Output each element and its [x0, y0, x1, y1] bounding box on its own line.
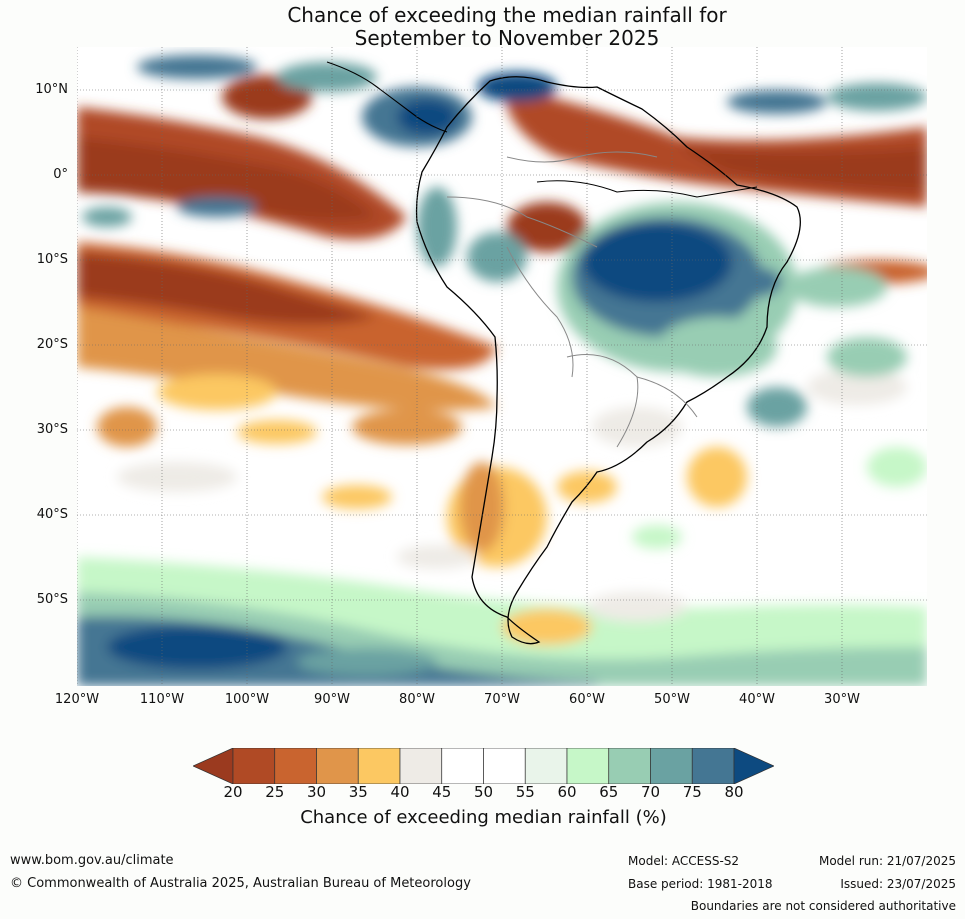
gridlines [77, 47, 927, 686]
colorbar-cell [232, 748, 276, 784]
copyright-text: © Commonwealth of Australia 2025, Austra… [10, 876, 471, 891]
colorbar-tick-label: 50 [473, 783, 494, 801]
colorbar-tick-label: 40 [390, 783, 410, 801]
colorbar-cell [566, 748, 610, 784]
lat-label-30s: 30°S [36, 422, 68, 437]
base-period-text: Base period: 1981-2018 [628, 877, 773, 891]
colorbar-tick-label: 70 [640, 783, 661, 801]
rainfall-probability-map [77, 47, 927, 686]
colorbar-cells [193, 748, 774, 784]
colorbar-cell [691, 748, 735, 784]
lat-label-10s: 10°S [36, 252, 68, 267]
lon-label-60w: 60°W [569, 692, 605, 707]
colorbar-tick-label: 45 [432, 783, 452, 801]
issued-text: Issued: 23/07/2025 [840, 877, 956, 891]
lon-label-40w: 40°W [739, 692, 775, 707]
model-run-text: Model run: 21/07/2025 [818, 854, 956, 868]
lat-label-50s: 50°S [36, 592, 68, 607]
lat-label-0: 0° [53, 167, 68, 182]
colorbar-extend-low [193, 748, 234, 784]
colorbar-tick-label: 60 [557, 783, 577, 801]
colorbar-cell [650, 748, 693, 784]
colorbar-cell [357, 748, 401, 784]
colorbar-cell [524, 748, 568, 784]
colorbar-tick-label: 80 [724, 783, 744, 801]
model-text: Model: ACCESS-S2 [628, 854, 740, 868]
amazon-river [536, 180, 758, 198]
lon-label-90w: 90°W [314, 692, 350, 707]
colorbar-extend-high [733, 748, 774, 784]
lon-label-80w: 80°W [399, 692, 435, 707]
colorbar-title: Chance of exceeding median rainfall (%) [300, 807, 667, 828]
colorbar-cell [274, 748, 317, 784]
colorbar-tick-label: 55 [515, 783, 535, 801]
website-text: www.bom.gov.au/climate [10, 853, 174, 868]
colorbar-cell [399, 748, 443, 784]
colorbar [193, 748, 774, 784]
lon-label-30w: 30°W [824, 692, 860, 707]
colorbar-tick-label: 20 [223, 783, 243, 801]
colorbar-tick-label: 30 [306, 783, 327, 801]
lat-label-40s: 40°S [36, 507, 68, 522]
central-america-coast [326, 61, 448, 133]
lon-label-110w: 110°W [139, 692, 185, 707]
title-line-2: September to November 2025 [354, 26, 660, 50]
lat-label-10n: 10°N [35, 82, 68, 97]
colorbar-tick-label: 75 [682, 783, 702, 801]
colorbar-cell [608, 748, 651, 784]
lat-label-20s: 20°S [36, 337, 68, 352]
colorbar-tick-label: 35 [348, 783, 368, 801]
colorbar-cell [316, 748, 359, 784]
amazon-wet-core [582, 222, 732, 302]
colorbar-tick-label: 25 [265, 783, 285, 801]
lon-label-120w: 120°W [54, 692, 100, 707]
colorbar-tick-label: 65 [599, 783, 619, 801]
south-america-coastline [415, 76, 801, 645]
lon-label-100w: 100°W [224, 692, 270, 707]
map-title: Chance of exceeding the median rainfall … [0, 4, 965, 50]
lon-label-50w: 50°W [654, 692, 690, 707]
lon-label-70w: 70°W [484, 692, 520, 707]
southern-blue-core [107, 625, 287, 669]
title-line-1: Chance of exceeding the median rainfall … [287, 3, 727, 27]
disclaimer-text: Boundaries are not considered authoritat… [690, 899, 956, 913]
colorbar-cell [483, 748, 526, 784]
colorbar-cell [441, 748, 484, 784]
